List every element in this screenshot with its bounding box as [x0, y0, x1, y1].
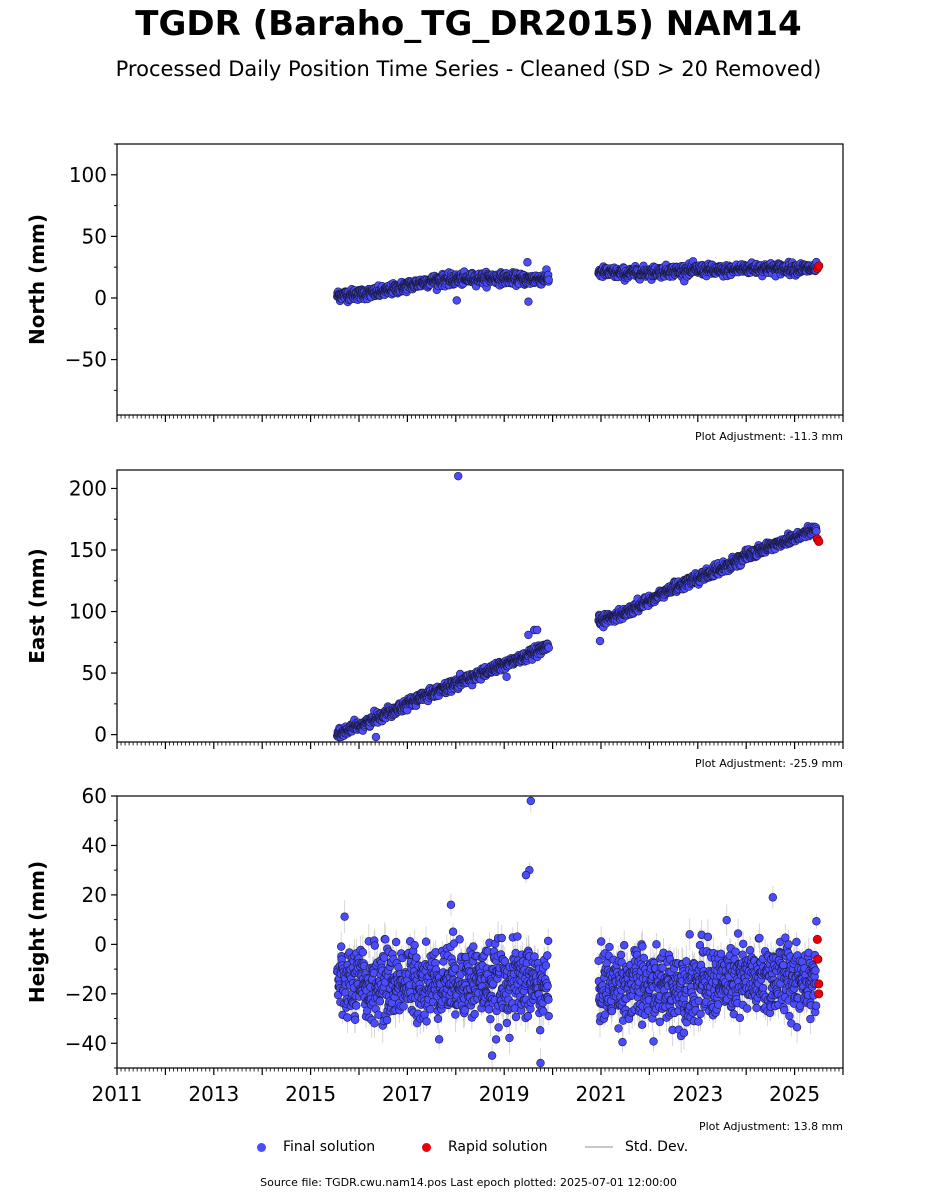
- chart-title: TGDR (Baraho_TG_DR2015) NAM14: [135, 4, 802, 44]
- final-point: [523, 258, 532, 267]
- rapid-point: [814, 261, 824, 271]
- plot-area: [333, 257, 824, 307]
- y-tick-label: 50: [82, 224, 107, 248]
- y-tick-label: 0: [94, 286, 107, 310]
- y-tick-label: 100: [69, 163, 107, 187]
- y-tick-label: −50: [65, 348, 107, 372]
- plot-area: [333, 471, 824, 742]
- plot-adjustment-label: Plot Adjustment: -11.3 mm: [695, 430, 843, 443]
- final-point: [524, 297, 533, 306]
- y-axis-label: North (mm): [25, 214, 49, 345]
- final-point: [452, 296, 461, 305]
- panel-0: −50 0 50 100 North (mm) Plot Adjustment: -11.…: [25, 143, 844, 443]
- final-point: [544, 275, 553, 284]
- chart-subtitle: Processed Daily Position Time Series - C…: [115, 57, 822, 81]
